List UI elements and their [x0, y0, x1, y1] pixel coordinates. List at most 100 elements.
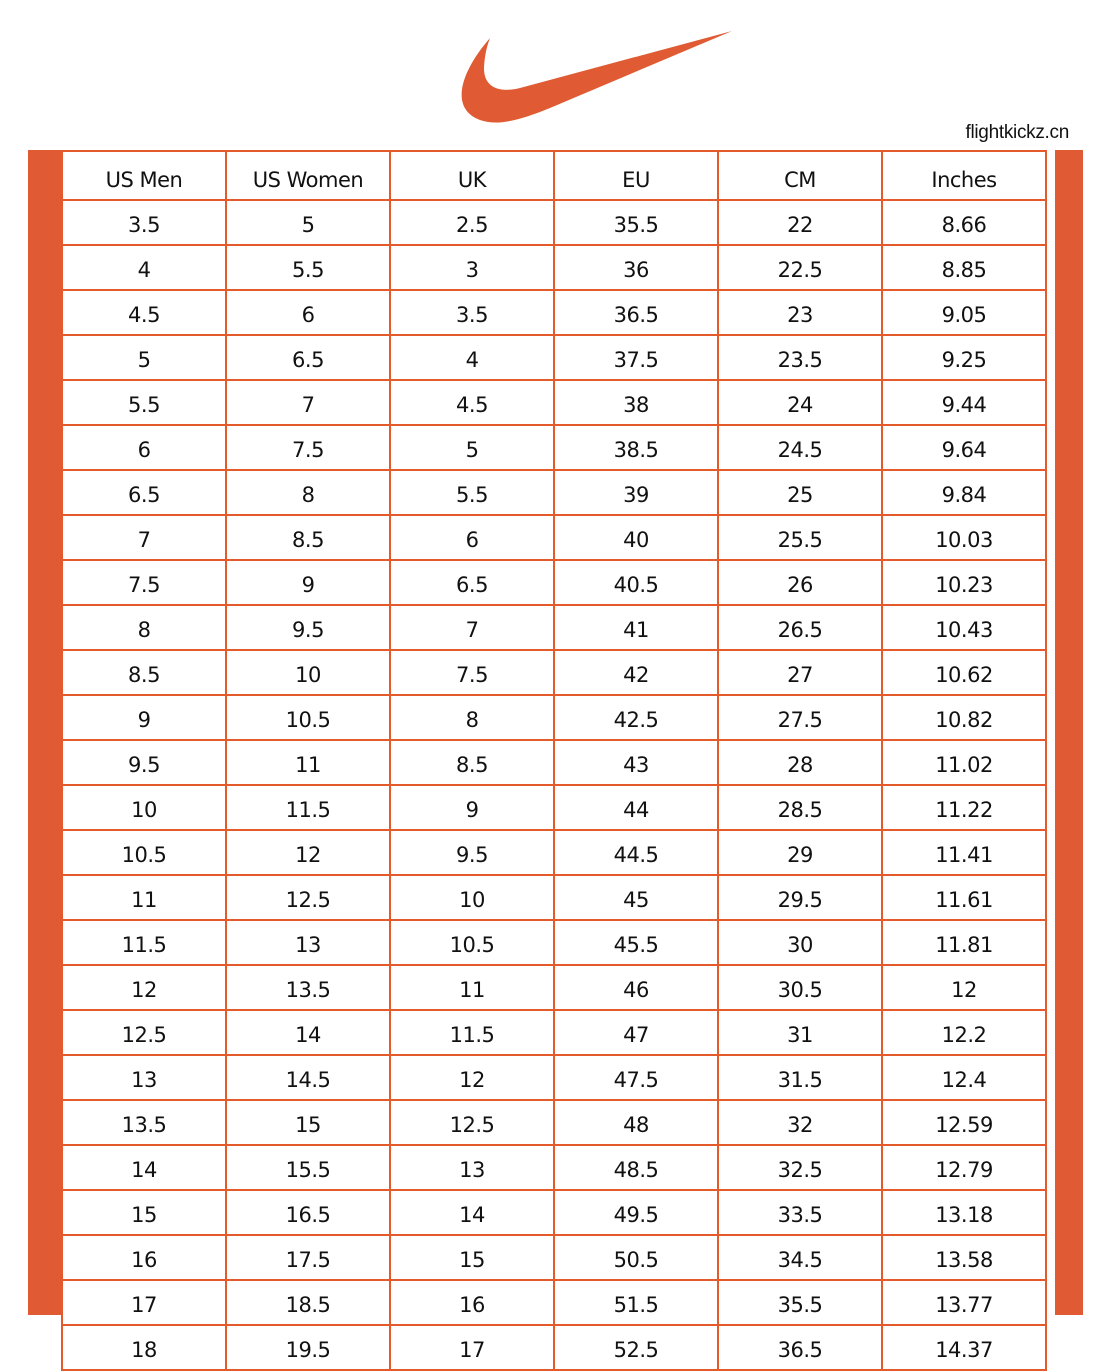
cell-us-men: 18	[61, 1324, 227, 1371]
cell-us-women: 13	[225, 919, 391, 966]
cell-inches: 10.03	[881, 514, 1047, 561]
table-row: 15 16.5 14 49.5 33.5 13.18	[61, 1189, 1047, 1236]
cell-inches: 11.61	[881, 874, 1047, 921]
cell-eu: 48	[553, 1099, 719, 1146]
table-row: 9.5 11 8.5 43 28 11.02	[61, 739, 1047, 786]
cell-inches: 13.18	[881, 1189, 1047, 1236]
cell-us-women: 15	[225, 1099, 391, 1146]
column-header-us-men: US Men	[61, 150, 227, 201]
cell-inches: 11.41	[881, 829, 1047, 876]
table-row: 5 6.5 4 37.5 23.5 9.25	[61, 334, 1047, 381]
cell-uk: 8.5	[389, 739, 555, 786]
column-header-eu: EU	[553, 150, 719, 201]
cell-inches: 9.05	[881, 289, 1047, 336]
column-header-cm: CM	[717, 150, 883, 201]
cell-us-men: 9	[61, 694, 227, 741]
cell-cm: 25.5	[717, 514, 883, 561]
cell-inches: 13.58	[881, 1234, 1047, 1281]
cell-us-women: 5	[225, 199, 391, 246]
table-row: 12.5 14 11.5 47 31 12.2	[61, 1009, 1047, 1056]
table-row: 16 17.5 15 50.5 34.5 13.58	[61, 1234, 1047, 1281]
cell-us-men: 10.5	[61, 829, 227, 876]
table-row: 6 7.5 5 38.5 24.5 9.64	[61, 424, 1047, 471]
cell-us-men: 14	[61, 1144, 227, 1191]
cell-us-women: 14.5	[225, 1054, 391, 1101]
cell-eu: 39	[553, 469, 719, 516]
cell-eu: 46	[553, 964, 719, 1011]
cell-us-men: 3.5	[61, 199, 227, 246]
cell-inches: 11.02	[881, 739, 1047, 786]
column-header-us-women: US Women	[225, 150, 391, 201]
table-row: 18 19.5 17 52.5 36.5 14.37	[61, 1324, 1047, 1371]
size-chart-table: US Men US Women UK EU CM Inches 3.5 5 2.5 35.5 22…	[61, 150, 1047, 1371]
cell-us-women: 16.5	[225, 1189, 391, 1236]
nike-swoosh-logo	[461, 31, 732, 123]
cell-cm: 26	[717, 559, 883, 606]
cell-cm: 24	[717, 379, 883, 426]
header-row: US Men US Women UK EU CM Inches	[61, 150, 1047, 201]
cell-us-men: 17	[61, 1279, 227, 1326]
cell-eu: 50.5	[553, 1234, 719, 1281]
cell-us-men: 10	[61, 784, 227, 831]
cell-uk: 5.5	[389, 469, 555, 516]
cell-us-men: 8.5	[61, 649, 227, 696]
cell-uk: 10.5	[389, 919, 555, 966]
cell-us-women: 7	[225, 379, 391, 426]
cell-cm: 30.5	[717, 964, 883, 1011]
cell-uk: 12.5	[389, 1099, 555, 1146]
cell-uk: 13	[389, 1144, 555, 1191]
right-accent-bar	[1055, 150, 1083, 1315]
table-row: 14 15.5 13 48.5 32.5 12.79	[61, 1144, 1047, 1191]
cell-eu: 45	[553, 874, 719, 921]
cell-us-men: 11	[61, 874, 227, 921]
table-row: 8.5 10 7.5 42 27 10.62	[61, 649, 1047, 696]
swoosh-icon	[461, 31, 732, 123]
cell-eu: 38	[553, 379, 719, 426]
cell-eu: 44.5	[553, 829, 719, 876]
cell-cm: 23	[717, 289, 883, 336]
cell-cm: 27	[717, 649, 883, 696]
cell-inches: 11.81	[881, 919, 1047, 966]
cell-us-women: 10.5	[225, 694, 391, 741]
cell-eu: 42.5	[553, 694, 719, 741]
cell-cm: 23.5	[717, 334, 883, 381]
cell-eu: 49.5	[553, 1189, 719, 1236]
cell-us-men: 13	[61, 1054, 227, 1101]
cell-us-women: 9.5	[225, 604, 391, 651]
cell-cm: 36.5	[717, 1324, 883, 1371]
cell-us-men: 12	[61, 964, 227, 1011]
cell-eu: 42	[553, 649, 719, 696]
column-header-inches: Inches	[881, 150, 1047, 201]
cell-us-men: 4	[61, 244, 227, 291]
cell-inches: 12.4	[881, 1054, 1047, 1101]
cell-uk: 10	[389, 874, 555, 921]
cell-inches: 10.62	[881, 649, 1047, 696]
cell-eu: 44	[553, 784, 719, 831]
table-row: 12 13.5 11 46 30.5 12	[61, 964, 1047, 1011]
table-row: 5.5 7 4.5 38 24 9.44	[61, 379, 1047, 426]
cell-cm: 29.5	[717, 874, 883, 921]
column-header-uk: UK	[389, 150, 555, 201]
cell-eu: 37.5	[553, 334, 719, 381]
cell-uk: 11	[389, 964, 555, 1011]
cell-uk: 9.5	[389, 829, 555, 876]
cell-uk: 5	[389, 424, 555, 471]
table-row: 3.5 5 2.5 35.5 22 8.66	[61, 199, 1047, 246]
cell-cm: 28	[717, 739, 883, 786]
cell-eu: 48.5	[553, 1144, 719, 1191]
cell-us-women: 12	[225, 829, 391, 876]
cell-us-women: 9	[225, 559, 391, 606]
cell-inches: 10.43	[881, 604, 1047, 651]
cell-us-men: 12.5	[61, 1009, 227, 1056]
cell-cm: 29	[717, 829, 883, 876]
cell-us-women: 7.5	[225, 424, 391, 471]
cell-us-men: 11.5	[61, 919, 227, 966]
cell-us-women: 15.5	[225, 1144, 391, 1191]
cell-inches: 8.66	[881, 199, 1047, 246]
cell-inches: 10.23	[881, 559, 1047, 606]
cell-cm: 22.5	[717, 244, 883, 291]
site-watermark: flightkickz.cn	[965, 122, 1069, 143]
cell-us-women: 18.5	[225, 1279, 391, 1326]
cell-eu: 43	[553, 739, 719, 786]
cell-uk: 3	[389, 244, 555, 291]
